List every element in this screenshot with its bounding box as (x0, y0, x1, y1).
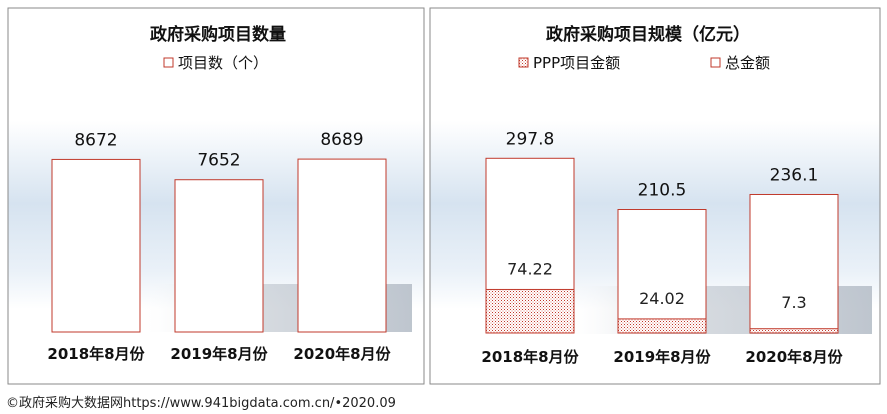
data-label-count: 7652 (197, 151, 240, 171)
legend-label-ppp: PPP项目金额 (533, 54, 620, 72)
category-label: 2019年8月份 (170, 345, 268, 363)
bar-total (749, 193, 839, 334)
bar-count (174, 179, 264, 333)
legend-label-count: 项目数（个） (178, 54, 268, 72)
data-label-count: 8672 (74, 130, 117, 150)
data-label-ppp: 74.22 (507, 259, 553, 278)
data-label-total: 236.1 (770, 165, 819, 185)
right-bars-group: 297.8 74.22 2018年8月份 210.5 24.02 2019年8月份 236.… (481, 129, 843, 366)
data-label-total: 210.5 (638, 181, 687, 201)
bar-ppp (485, 288, 575, 334)
bar-total (617, 209, 707, 334)
data-label-total: 297.8 (506, 129, 555, 149)
bar-count (51, 158, 141, 333)
category-label: 2018年8月份 (481, 348, 579, 366)
category-label: 2018年8月份 (47, 345, 145, 363)
chart-title: 政府采购项目数量 (150, 24, 286, 45)
legend-swatch-ppp (518, 57, 529, 68)
data-label-ppp: 24.02 (639, 289, 685, 308)
chart-title: 政府采购项目规模（亿元） (546, 24, 750, 45)
data-label-count: 8689 (320, 130, 363, 150)
category-label: 2020年8月份 (293, 345, 391, 363)
legend-label-total: 总金额 (725, 54, 770, 72)
bar-ppp (749, 328, 839, 334)
panel-project-count: 政府采购项目数量 项目数（个） 8672 2018年8月份 7652 2019年8月份… (7, 7, 425, 385)
source-note: ©政府采购大数据网https://www.941bigdata.com.cn/•… (6, 396, 396, 411)
bar-count (297, 158, 387, 333)
category-label: 2020年8月份 (745, 348, 843, 366)
legend-swatch-total (710, 57, 721, 68)
legend-swatch-count (163, 57, 174, 68)
category-label: 2019年8月份 (613, 348, 711, 366)
bar-ppp (617, 318, 707, 334)
left-bars-group: 8672 2018年8月份 7652 2019年8月份 8689 2020年8月份 (47, 130, 391, 363)
data-label-ppp: 7.3 (781, 293, 806, 312)
panel-project-scale: 政府采购项目规模（亿元） PPP项目金额 总金额 297.8 74.22 2018年… (429, 7, 881, 385)
